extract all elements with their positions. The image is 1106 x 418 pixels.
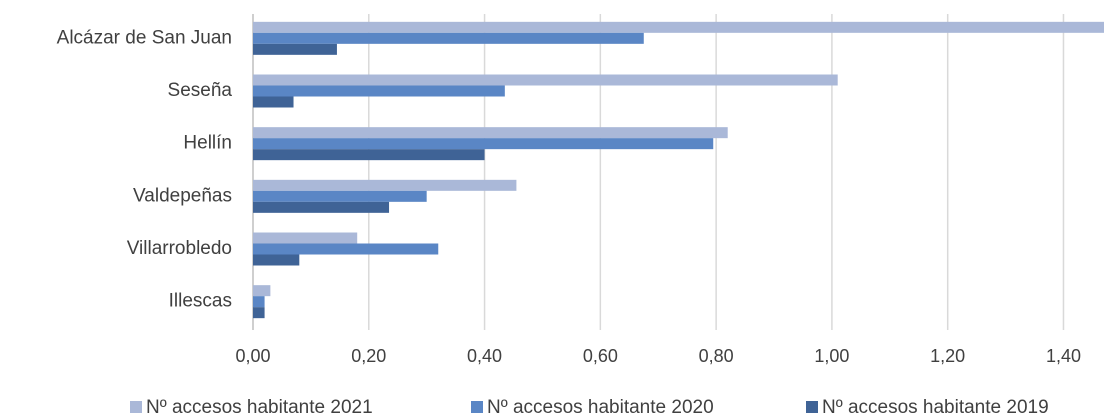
x-tick-label: 1,20: [930, 346, 965, 366]
bar: [253, 85, 505, 97]
category-label: Illescas: [169, 291, 232, 312]
bar: [253, 285, 271, 297]
bar: [253, 32, 644, 44]
x-tick-label: 1,40: [1046, 346, 1081, 366]
bar: [253, 149, 485, 161]
x-axis-ticks: 0,00 0,20 0,40 0,60 0,80 1,00 1,20 1,40: [235, 346, 1081, 366]
x-tick-label: 0,00: [235, 346, 270, 366]
category-label: Seseña: [168, 80, 233, 101]
legend-label: Nº accesos habitante 2019: [822, 397, 1049, 418]
bar: [253, 296, 265, 308]
x-tick-label: 0,20: [351, 346, 386, 366]
bar: [253, 96, 294, 108]
x-tick-label: 1,00: [814, 346, 849, 366]
legend-swatch: [471, 401, 483, 413]
bar: [253, 243, 439, 255]
category-label: Villarrobledo: [127, 238, 232, 259]
bar: [253, 138, 714, 150]
bar: [253, 127, 728, 139]
legend-label: Nº accesos habitante 2021: [146, 397, 373, 418]
category-label: Hellín: [183, 133, 232, 154]
bar: [253, 232, 358, 244]
bar: [253, 254, 300, 266]
legend-swatch: [130, 401, 142, 413]
legend: Nº accesos habitante 2021 Nº accesos habi…: [130, 397, 1049, 418]
legend-swatch: [806, 401, 818, 413]
bar: [253, 307, 265, 319]
x-tick-label: 0,40: [467, 346, 502, 366]
bar: [253, 190, 427, 202]
bar: [253, 43, 337, 55]
bar: [253, 21, 1104, 33]
bar: [253, 179, 517, 191]
x-tick-label: 0,60: [583, 346, 618, 366]
bars: [253, 21, 1104, 319]
category-label: Alcázar de San Juan: [57, 27, 232, 48]
bar: [253, 74, 838, 86]
legend-label: Nº accesos habitante 2020: [487, 397, 714, 418]
category-labels: Alcázar de San Juan Seseña Hellín Valdepeña…: [57, 27, 233, 311]
category-label: Valdepeñas: [133, 185, 232, 206]
gridlines: [252, 14, 1065, 330]
bar: [253, 201, 390, 213]
x-tick-label: 0,80: [699, 346, 734, 366]
